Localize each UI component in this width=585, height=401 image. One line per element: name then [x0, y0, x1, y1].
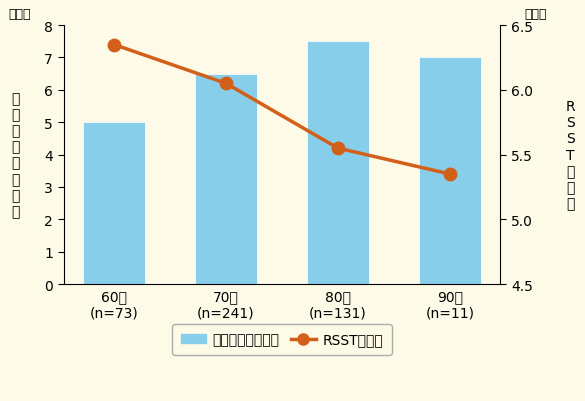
Y-axis label: 服
用
薬
剤
数
平
均
値: 服 用 薬 剤 数 平 均 値 — [12, 92, 20, 219]
Bar — [195, 75, 257, 284]
Bar — [84, 123, 145, 284]
Legend: 服用薬剤数平均値, RSST平均値: 服用薬剤数平均値, RSST平均値 — [172, 324, 392, 355]
Text: （剤）: （剤） — [9, 8, 31, 21]
Y-axis label: R
S
S
T
平
均
値: R S S T 平 均 値 — [566, 100, 576, 211]
Bar — [307, 42, 369, 284]
Text: （回）: （回） — [524, 8, 546, 21]
Bar — [419, 59, 480, 284]
